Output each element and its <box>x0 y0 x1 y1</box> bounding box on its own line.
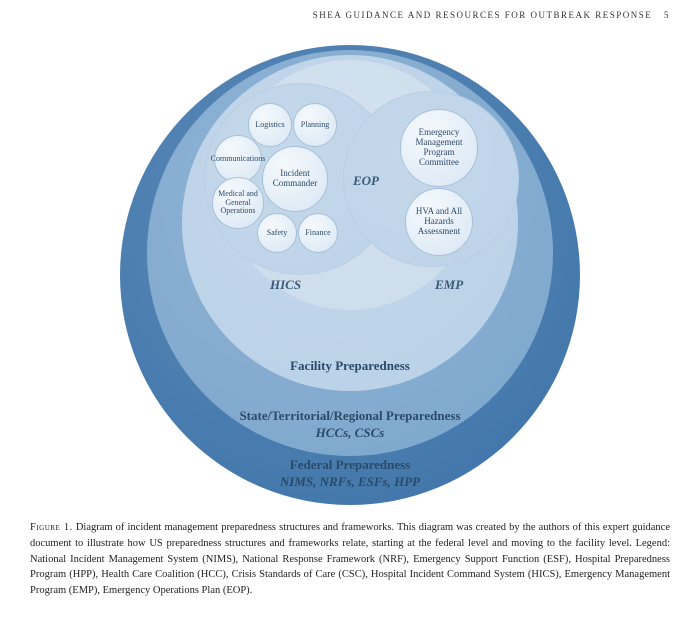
hics-node-finance: Finance <box>298 213 338 253</box>
hics-node-safety: Safety <box>257 213 297 253</box>
page-header: SHEA GUIDANCE AND RESOURCES FOR OUTBREAK… <box>313 10 670 20</box>
hics-node-medops: Medical and General Operations <box>212 177 264 229</box>
header-title: SHEA GUIDANCE AND RESOURCES FOR OUTBREAK… <box>313 10 653 20</box>
ring-label-federal: Federal PreparednessNIMS, NRFs, ESFs, HP… <box>280 457 420 505</box>
preparedness-diagram: Federal PreparednessNIMS, NRFs, ESFs, HP… <box>105 45 595 505</box>
figure-label: Figure 1. <box>30 522 73 533</box>
hics-node-planning: Planning <box>293 103 337 147</box>
caption-text: Diagram of incident management preparedn… <box>30 522 670 596</box>
emp-label: EMP <box>435 277 463 293</box>
ring-label-state: State/Territorial/Regional PreparednessH… <box>239 408 460 456</box>
hics-node-commander: Incident Commander <box>262 146 328 212</box>
hics-node-logistics: Logistics <box>248 103 292 147</box>
emp-node-hva: HVA and All Hazards Assessment <box>405 188 473 256</box>
eop-label: EOP <box>353 173 379 189</box>
hics-label: HICS <box>270 277 301 293</box>
ring-label-facility: Facility Preparedness <box>290 358 410 391</box>
hics-node-comms: Communications <box>214 135 262 183</box>
figure-caption: Figure 1. Diagram of incident management… <box>30 520 670 599</box>
page-number: 5 <box>664 10 670 20</box>
emp-node-committee: Emergency Management Program Committee <box>400 109 478 187</box>
